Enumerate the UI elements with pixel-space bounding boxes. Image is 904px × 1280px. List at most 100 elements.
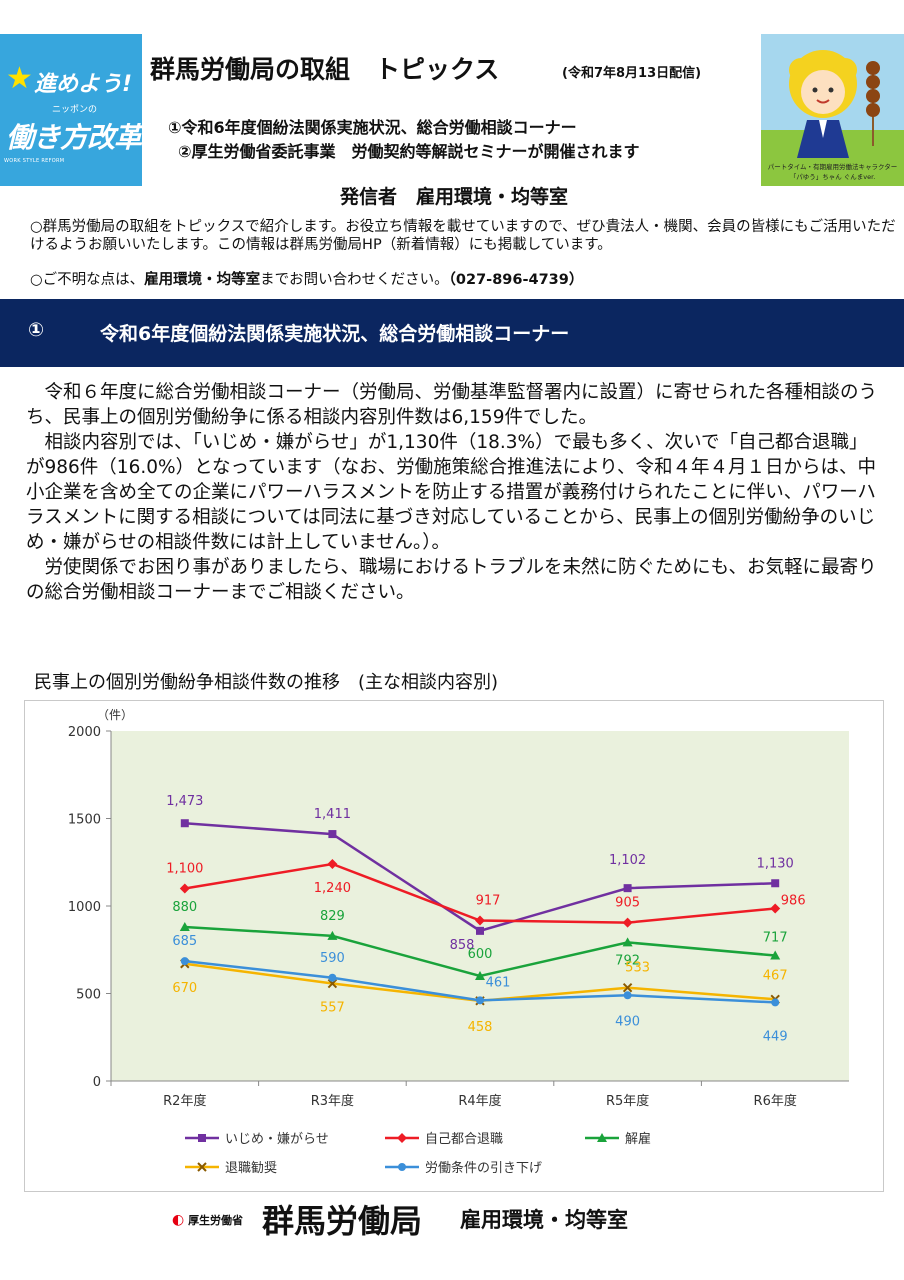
data-point (476, 996, 484, 1005)
data-point (770, 903, 781, 914)
work-style-reform-logo: ★ 進めよう! ニッポンの 働き方改革 WORK STYLE REFORM (0, 34, 142, 186)
section-number: ① (28, 319, 45, 341)
data-point (623, 884, 632, 893)
data-label: 458 (468, 1020, 493, 1035)
ministry-name: 厚生労働省 (188, 1214, 244, 1227)
data-label: 1,473 (166, 794, 203, 809)
data-point (476, 926, 484, 935)
data-label: 600 (468, 947, 493, 962)
contact-suffix: までお問い合わせください。 (260, 272, 449, 288)
ministry-emblem-icon: ◐ (172, 1212, 185, 1228)
legend-marker (398, 1163, 406, 1171)
y-tick-label: 500 (76, 988, 101, 1003)
logo-english: WORK STYLE REFORM (4, 158, 65, 164)
data-label: 467 (763, 968, 788, 983)
data-point (771, 998, 780, 1007)
data-label: 685 (172, 934, 197, 949)
topic-2: ②厚生労働省委託事業 労働契約等解説セミナーが開催されます (178, 142, 640, 161)
data-point (179, 922, 190, 931)
data-label: 670 (172, 981, 197, 996)
data-label: 792 (615, 953, 640, 968)
data-point (328, 830, 337, 839)
mascot-caption-2: 「パゆう」ちゃん ぐんまver. (789, 173, 876, 181)
contact-dept: 雇用環境・均等室 (144, 272, 261, 288)
page-title: 群馬労働局の取組 トピックス (150, 55, 500, 84)
data-label: 1,100 (166, 862, 203, 877)
data-label: 557 (320, 1001, 345, 1016)
data-point (622, 937, 633, 947)
mascot-caption-1: パートタイム・有期雇用労働法キャラクター (767, 163, 898, 171)
paragraph-1: 令和６年度に総合労働相談コーナー（労働局、労働基準監督署内に設置）に寄せられた各… (26, 382, 878, 428)
star-icon: ★ (6, 61, 33, 96)
y-tick-label: 2000 (68, 725, 101, 740)
plot-area (111, 731, 849, 1081)
legend-marker (197, 1162, 207, 1172)
data-label: 590 (320, 951, 345, 966)
data-point (327, 930, 338, 940)
data-point (475, 971, 485, 980)
body-text: 令和６年度に総合労働相談コーナー（労働局、労働基準監督署内に設置）に寄せられた各… (26, 380, 886, 605)
data-point (770, 950, 781, 960)
data-label: 1,240 (314, 881, 351, 896)
chart-caption: 民事上の個別労働紛争相談件数の推移 (主な相談内容別) (34, 672, 499, 693)
data-label: 905 (615, 896, 640, 911)
distribution-date: (令和7年8月13日配信) (562, 66, 702, 81)
contact-line: ○ご不明な点は、雇用環境・均等室までお問い合わせください。（027-896-47… (30, 268, 583, 289)
data-point (180, 819, 189, 828)
legend-marker (198, 1134, 206, 1142)
line-chart: 0 500 1000 1500 2000 （件） R2年度 R3年度 R4年度 R5年度 R6年度 1… (68, 708, 849, 1176)
data-label: 986 (781, 893, 806, 908)
data-point (328, 973, 337, 982)
data-label: 858 (450, 938, 475, 953)
data-label: 1,102 (609, 853, 646, 868)
y-tick-label: 1000 (68, 900, 101, 915)
legend-label: いじめ・嫌がらせ (225, 1132, 329, 1147)
intro-text: ○群馬労働局の取組をトピックスで紹介します。お役立ち情報を載せていますので、ぜひ… (30, 219, 896, 253)
data-label: 461 (486, 975, 511, 990)
x-tick-label: R6年度 (754, 1093, 797, 1109)
data-label: 1,130 (757, 856, 794, 871)
legend-label: 労働条件の引き下げ (425, 1160, 542, 1176)
section-title: 令和6年度個紛法関係実施状況、総合労働相談コーナー (100, 323, 570, 345)
x-tick-label: R4年度 (458, 1093, 501, 1109)
logo-line1: 進めよう! (34, 72, 133, 97)
topic-1: ①令和6年度個紛法関係実施状況、総合労働相談コーナー (168, 118, 577, 137)
logo-small-text: ニッポンの (52, 105, 98, 115)
data-point (622, 983, 633, 993)
logo-line2: 働き方改革 (6, 121, 142, 154)
mascot-character-icon (789, 50, 880, 158)
contact-phone: （027-896-4739） (448, 272, 584, 288)
y-unit-label: （件） (97, 708, 133, 722)
data-label: 1,411 (314, 807, 351, 822)
section-header: ① 令和6年度個紛法関係実施状況、総合労働相談コーナー (0, 299, 904, 367)
data-point (180, 957, 189, 966)
data-label: 533 (625, 961, 650, 976)
data-point (179, 883, 190, 894)
ministry-logo: ◐ 厚生労働省 (172, 1212, 243, 1228)
contact-prefix: ○ご不明な点は、 (30, 272, 145, 288)
data-label: 880 (172, 900, 197, 915)
data-point (622, 917, 633, 928)
data-point (771, 879, 780, 888)
legend-marker (397, 1133, 407, 1143)
data-label: 829 (320, 909, 345, 924)
data-label: 717 (763, 931, 788, 946)
data-point (623, 991, 632, 1000)
paragraph-2: 相談内容別では、「いじめ・嫌がらせ」が1,130件（18.3%）で最も多く、次い… (26, 432, 876, 553)
legend-marker (597, 1133, 607, 1142)
x-tick-label: R2年度 (163, 1093, 206, 1109)
data-label: 917 (476, 894, 501, 909)
mascot-image: パートタイム・有期雇用労働法キャラクター 「パゆう」ちゃん ぐんまver. (761, 34, 904, 186)
chart-frame: 0 500 1000 1500 2000 （件） R2年度 R3年度 R4年度 R5年度 R6年度 1… (24, 700, 884, 1192)
y-tick-label: 0 (93, 1075, 101, 1090)
data-label: 449 (763, 1029, 788, 1044)
data-point (475, 915, 485, 926)
data-point (327, 978, 338, 989)
data-label: 490 (615, 1014, 640, 1029)
data-point (327, 859, 338, 869)
x-tick-label: R3年度 (311, 1093, 354, 1109)
legend-label: 解雇 (625, 1131, 651, 1147)
footer-org-name: 群馬労働局 (262, 1202, 423, 1240)
legend-label: 退職勧奨 (225, 1160, 277, 1176)
y-tick-label: 1500 (68, 813, 101, 828)
